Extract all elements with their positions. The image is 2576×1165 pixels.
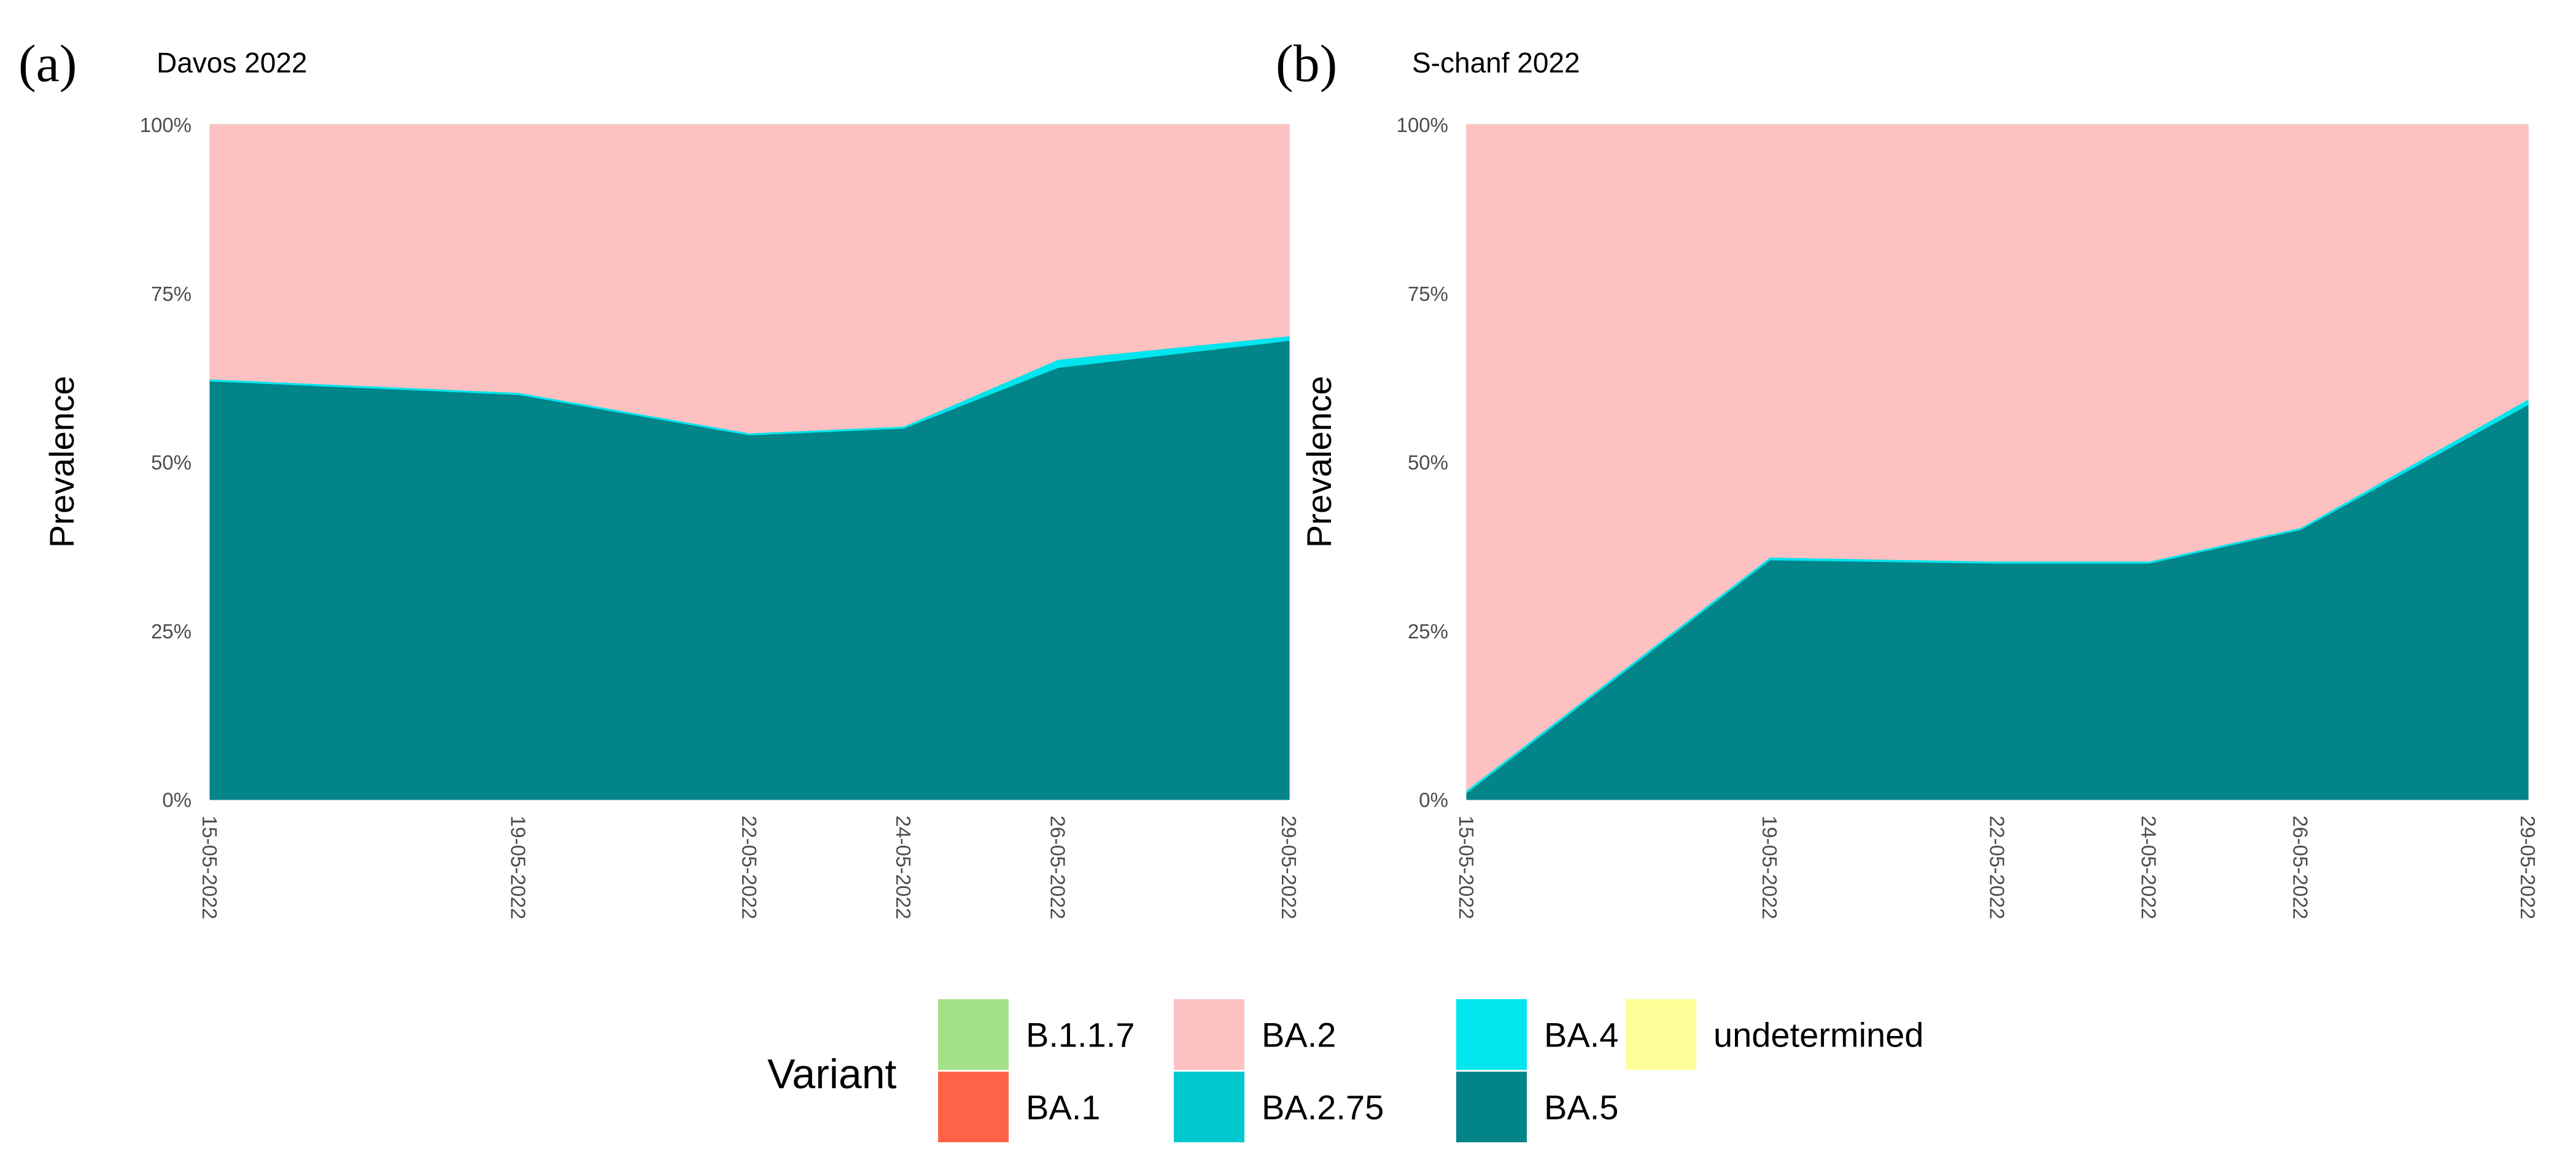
y-tick-label: 75% (151, 282, 192, 305)
area-ba-2 (209, 124, 1290, 434)
area-ba-2 (1466, 124, 2529, 791)
y-tick-label: 0% (1419, 789, 1448, 811)
areas-davos (209, 124, 1290, 800)
x-tick-label: 22-05-2022 (738, 816, 761, 919)
y-tick-labels-s-chanf: 0% 25% 50% 75% 100% (1397, 114, 1448, 811)
legend-swatch-ba-5 (1456, 1072, 1527, 1142)
x-tick-label: 24-05-2022 (2138, 816, 2160, 919)
areas-s-chanf (1466, 124, 2529, 800)
x-tick-label: 19-05-2022 (506, 816, 529, 919)
legend-swatch-ba-2-75 (1174, 1072, 1244, 1142)
y-tick-label: 25% (1408, 620, 1448, 642)
legend-swatch-b-1-1-7 (938, 999, 1009, 1070)
legend-label-ba-1: BA.1 (1026, 1088, 1100, 1127)
x-tick-label: 26-05-2022 (1046, 816, 1069, 919)
y-tick-label: 50% (151, 451, 192, 474)
y-axis-title-davos: Prevalence (42, 376, 81, 548)
legend-swatch-ba-2 (1174, 999, 1244, 1070)
legend-label-undetermined: undetermined (1713, 1016, 1923, 1054)
legend-swatch-ba-4 (1456, 999, 1527, 1070)
x-tick-label: 26-05-2022 (2289, 816, 2312, 919)
legend-label-ba-2: BA.2 (1262, 1016, 1336, 1054)
panel-tag-a: (a) (18, 34, 77, 93)
x-tick-label: 22-05-2022 (1986, 816, 2009, 919)
y-tick-label: 100% (140, 114, 192, 136)
legend-label-ba-2-75: BA.2.75 (1262, 1088, 1384, 1127)
x-tick-label: 29-05-2022 (1278, 816, 1300, 919)
y-tick-label: 75% (1408, 282, 1448, 305)
legend: Variant B.1.1.7 BA.1 BA.2 BA.2.75 BA.4 BA.5 un… (767, 999, 1923, 1142)
chart-title-davos: Davos 2022 (157, 47, 308, 79)
y-tick-label: 25% (151, 620, 192, 642)
x-tick-label: 15-05-2022 (198, 816, 221, 919)
panel-s-chanf: (b) S-chanf 2022 0% 25% 50% 75% 100% 15-05-2… (1276, 34, 2539, 919)
x-tick-label: 29-05-2022 (2516, 816, 2539, 919)
panel-davos: (a) Davos 2022 0% 25% 50% 75% 100% 15-05-202… (18, 34, 1300, 919)
legend-label-ba-5: BA.5 (1544, 1088, 1618, 1127)
x-tick-label: 19-05-2022 (1758, 816, 1781, 919)
x-tick-label: 15-05-2022 (1455, 816, 1478, 919)
x-tick-labels-davos: 15-05-2022 19-05-2022 22-05-2022 24-05-2022… (198, 816, 1300, 919)
y-tick-labels-davos: 0% 25% 50% 75% 100% (140, 114, 192, 811)
x-tick-labels-s-chanf: 15-05-2022 19-05-2022 22-05-2022 24-05-2022… (1455, 816, 2539, 919)
y-tick-label: 0% (162, 789, 192, 811)
legend-label-b-1-1-7: B.1.1.7 (1026, 1016, 1135, 1054)
y-axis-title-s-chanf: Prevalence (1300, 376, 1338, 548)
x-tick-label: 24-05-2022 (892, 816, 915, 919)
legend-title: Variant (767, 1051, 897, 1097)
y-tick-label: 50% (1408, 451, 1448, 474)
legend-swatch-undetermined (1626, 999, 1696, 1070)
y-tick-label: 100% (1397, 114, 1448, 136)
chart-title-s-chanf: S-chanf 2022 (1412, 47, 1580, 79)
panel-tag-b: (b) (1276, 34, 1337, 93)
legend-label-ba-4: BA.4 (1544, 1016, 1618, 1054)
legend-items: B.1.1.7 BA.1 BA.2 BA.2.75 BA.4 BA.5 undetermin… (938, 999, 1923, 1142)
legend-swatch-ba-1 (938, 1072, 1009, 1142)
